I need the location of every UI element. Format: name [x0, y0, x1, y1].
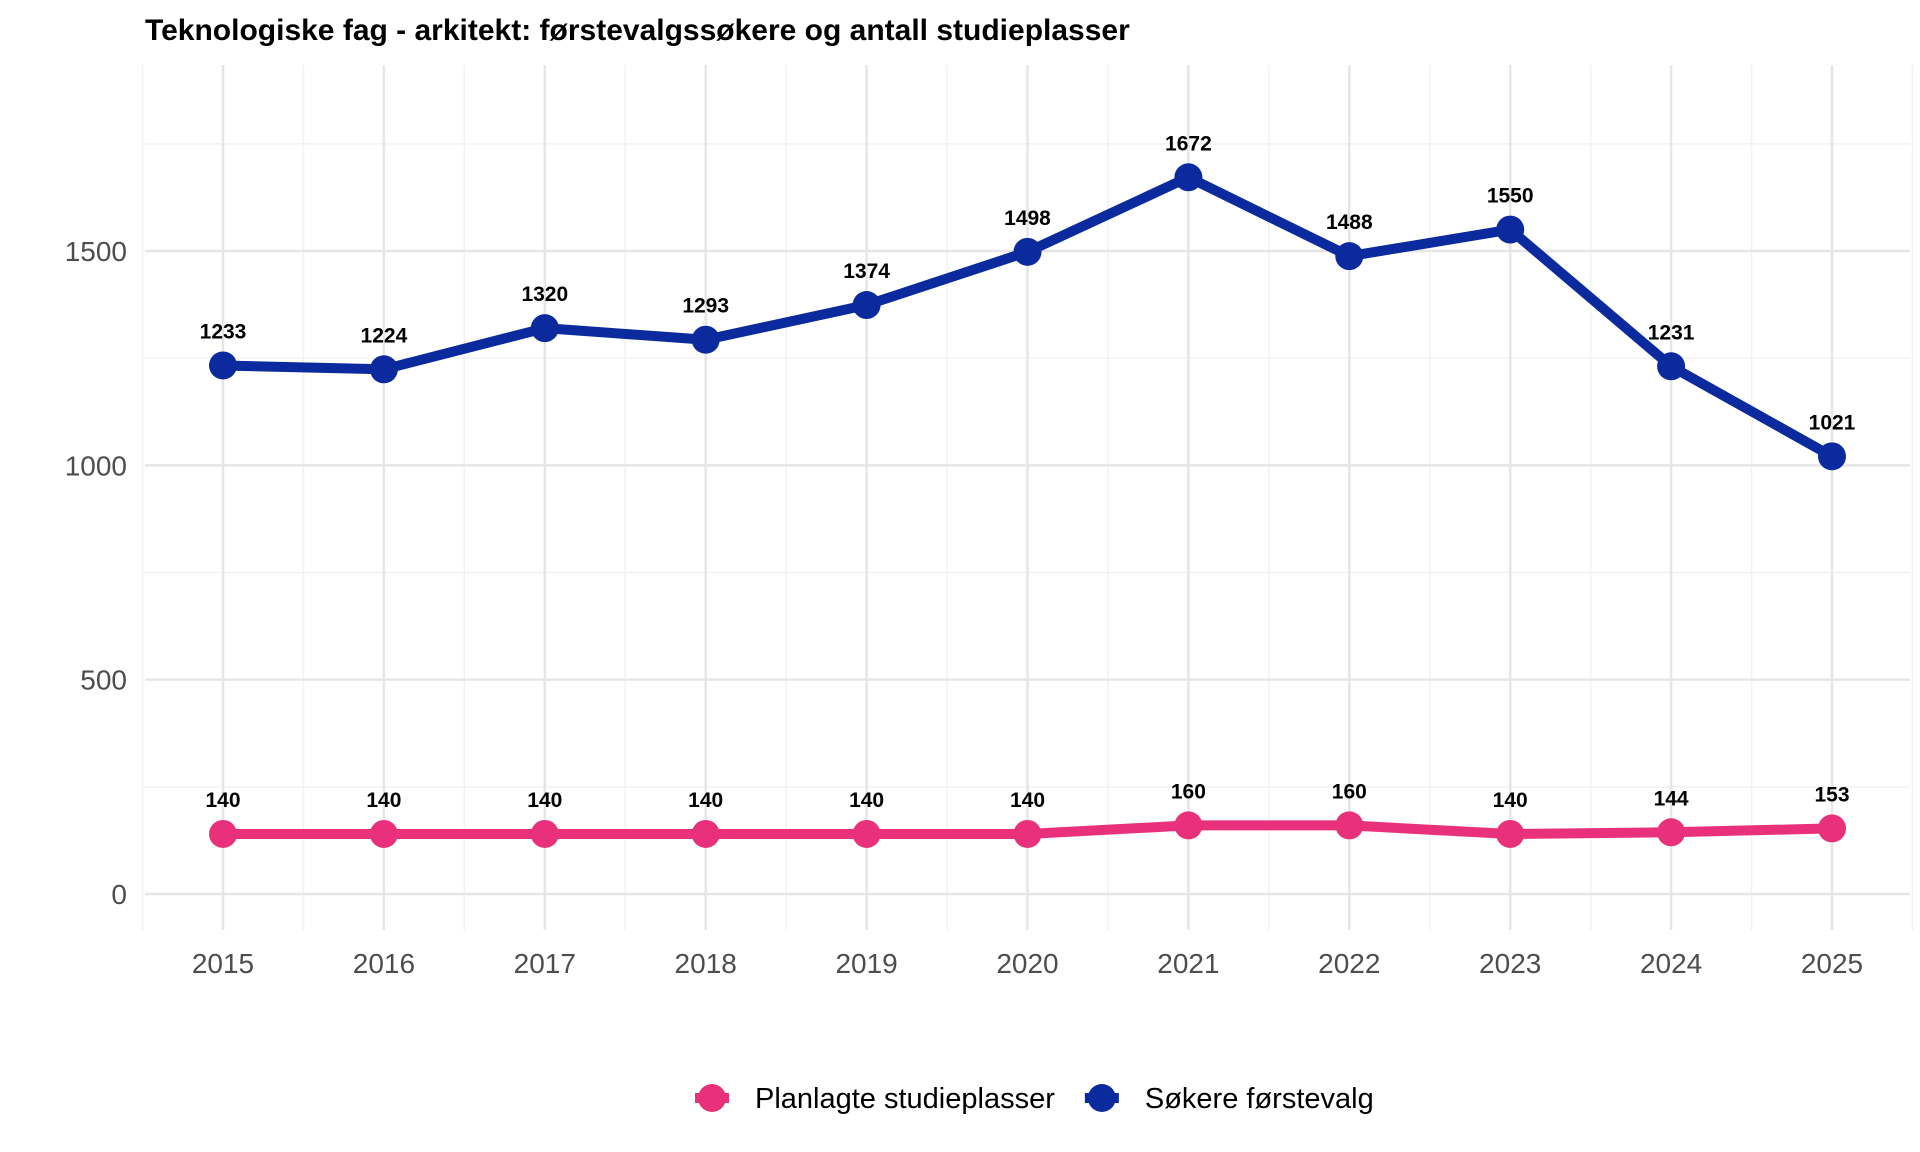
data-point	[852, 819, 881, 848]
data-point	[209, 351, 237, 380]
legend-label: Søkere førstevalg	[1145, 1083, 1374, 1115]
legend-label: Planlagte studieplasser	[755, 1083, 1055, 1115]
data-point	[852, 291, 881, 320]
data-label: 1224	[361, 324, 408, 347]
data-point	[1013, 237, 1042, 266]
y-tick-label: 1000	[65, 450, 127, 481]
y-tick-label: 1500	[65, 236, 127, 267]
data-point	[209, 819, 237, 848]
y-tick-label: 500	[80, 665, 127, 696]
data-label: 160	[1171, 780, 1206, 803]
data-point	[691, 325, 720, 354]
data-point	[1496, 819, 1525, 848]
x-axis-ticks: 2015 2016 2017 2018 2019 2020 2021 2022 2023 2024…	[192, 948, 1863, 979]
data-point	[1335, 811, 1364, 840]
chart-title: Teknologiske fag - arkitekt: førstevalgs…	[145, 14, 1130, 47]
data-label: 140	[1493, 789, 1528, 812]
x-tick-label: 2021	[1157, 948, 1219, 979]
x-tick-label: 2018	[675, 948, 737, 979]
series-layer	[209, 163, 1846, 848]
data-label: 1320	[521, 283, 568, 306]
data-point	[369, 355, 398, 384]
data-point	[369, 819, 398, 848]
x-tick-label: 2019	[835, 948, 897, 979]
data-label: 1488	[1326, 211, 1373, 234]
data-point	[1657, 352, 1686, 381]
data-point	[1818, 442, 1846, 471]
legend-key-point	[698, 1084, 726, 1112]
legend: Planlagte studieplasser Søkere førstevalg	[695, 1083, 1374, 1115]
data-label: 140	[527, 789, 562, 812]
x-tick-label: 2020	[996, 948, 1058, 979]
legend-key-point	[1087, 1084, 1116, 1112]
data-point	[1013, 819, 1042, 848]
data-point	[1818, 814, 1846, 843]
data-point	[1657, 818, 1686, 847]
x-tick-label: 2017	[514, 948, 576, 979]
data-label: 1550	[1487, 185, 1534, 208]
x-tick-label: 2025	[1801, 948, 1863, 979]
data-label: 1021	[1809, 411, 1856, 434]
y-tick-label: 0	[111, 879, 127, 910]
data-labels: 140 140 140 140 140 140 160 160 140 144 153 1233 122…	[200, 132, 1856, 812]
data-label: 1498	[1004, 207, 1051, 230]
data-label: 1233	[200, 320, 247, 343]
x-tick-label: 2023	[1479, 948, 1541, 979]
x-tick-label: 2015	[192, 948, 254, 979]
data-label: 140	[205, 789, 240, 812]
x-tick-label: 2022	[1318, 948, 1380, 979]
data-point	[530, 819, 559, 848]
data-point	[1335, 242, 1364, 271]
data-point	[1496, 215, 1525, 244]
data-label: 144	[1654, 787, 1689, 810]
data-point	[691, 819, 720, 848]
data-label: 140	[849, 789, 884, 812]
x-tick-label: 2024	[1640, 948, 1702, 979]
data-label: 140	[366, 789, 401, 812]
data-label: 140	[688, 789, 723, 812]
data-point	[530, 314, 559, 343]
data-label: 160	[1332, 780, 1367, 803]
data-point	[1174, 163, 1203, 192]
data-label: 140	[1010, 789, 1045, 812]
data-label: 153	[1814, 783, 1849, 806]
data-label: 1231	[1648, 321, 1695, 344]
x-tick-label: 2016	[353, 948, 415, 979]
data-label: 1293	[682, 295, 729, 318]
data-label: 1374	[843, 260, 890, 283]
data-point	[1174, 811, 1203, 840]
y-axis-ticks: 0 500 1000 1500	[65, 236, 127, 910]
data-label: 1672	[1165, 132, 1212, 155]
